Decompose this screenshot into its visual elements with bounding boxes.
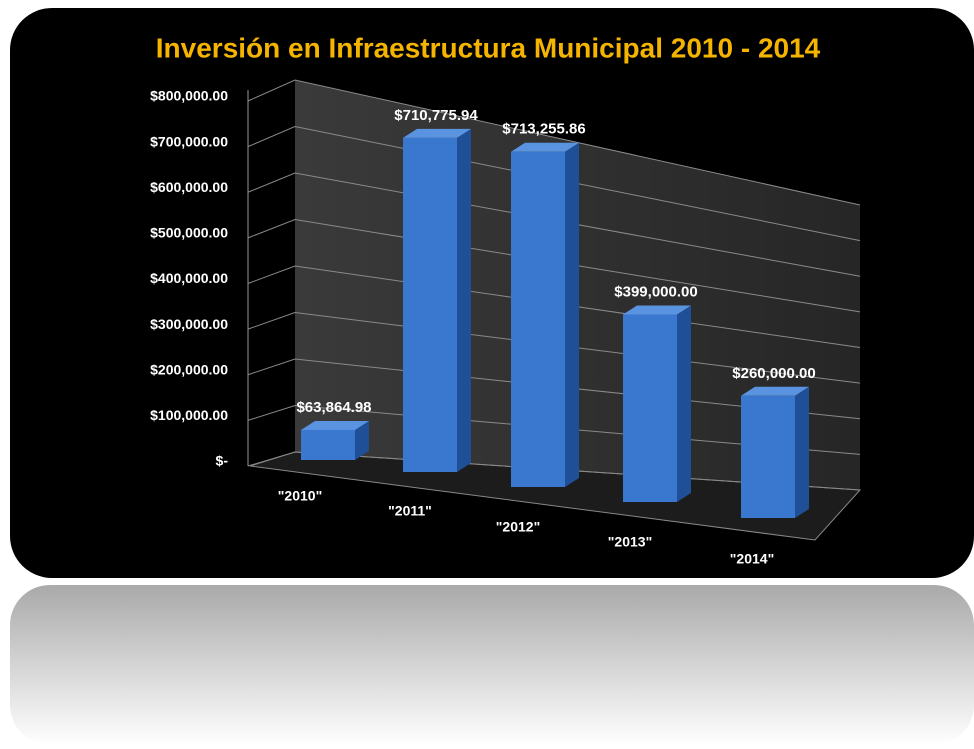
y-tick-label: $500,000.00 bbox=[150, 225, 228, 241]
value-label: $399,000.00 bbox=[614, 283, 697, 300]
value-label: $713,255.86 bbox=[502, 121, 585, 138]
bar-side bbox=[457, 128, 471, 472]
y-tick-label: $300,000.00 bbox=[150, 316, 228, 332]
bar-side bbox=[795, 386, 809, 518]
bar-side bbox=[355, 420, 369, 460]
grid-line bbox=[247, 125, 861, 242]
grid-line bbox=[247, 79, 861, 206]
bar-side bbox=[565, 142, 579, 487]
chart-title: Inversión en Infraestructura Municipal 2… bbox=[156, 32, 821, 63]
bar-top bbox=[403, 128, 471, 138]
value-label: $260,000.00 bbox=[732, 365, 815, 382]
bar bbox=[301, 429, 355, 460]
x-tick-label: "2012" bbox=[496, 519, 540, 535]
bar-side bbox=[677, 305, 691, 502]
bar bbox=[623, 314, 677, 502]
bar bbox=[511, 151, 565, 487]
grid-line bbox=[247, 218, 861, 313]
y-tick-label: $800,000.00 bbox=[150, 88, 228, 104]
y-tick-label: $200,000.00 bbox=[150, 361, 228, 377]
x-tick-label: "2014" bbox=[730, 551, 774, 567]
bar bbox=[741, 395, 795, 518]
grid-line bbox=[247, 172, 861, 277]
x-tick-label: "2013" bbox=[608, 534, 652, 550]
y-tick-label: $700,000.00 bbox=[150, 133, 228, 149]
bar-top bbox=[511, 142, 579, 152]
reflection bbox=[10, 585, 974, 745]
y-tick-label: $- bbox=[216, 453, 229, 469]
y-tick-label: $600,000.00 bbox=[150, 179, 228, 195]
bar bbox=[403, 137, 457, 472]
bar-top bbox=[301, 420, 369, 430]
y-tick-label: $100,000.00 bbox=[150, 407, 228, 423]
bar-top bbox=[741, 386, 809, 396]
x-tick-label: "2010" bbox=[278, 488, 322, 504]
bar-top bbox=[623, 305, 691, 315]
y-tick-label: $400,000.00 bbox=[150, 270, 228, 286]
x-tick-label: "2011" bbox=[388, 503, 432, 519]
value-label: $63,864.98 bbox=[296, 399, 371, 416]
value-label: $710,775.94 bbox=[394, 107, 478, 124]
